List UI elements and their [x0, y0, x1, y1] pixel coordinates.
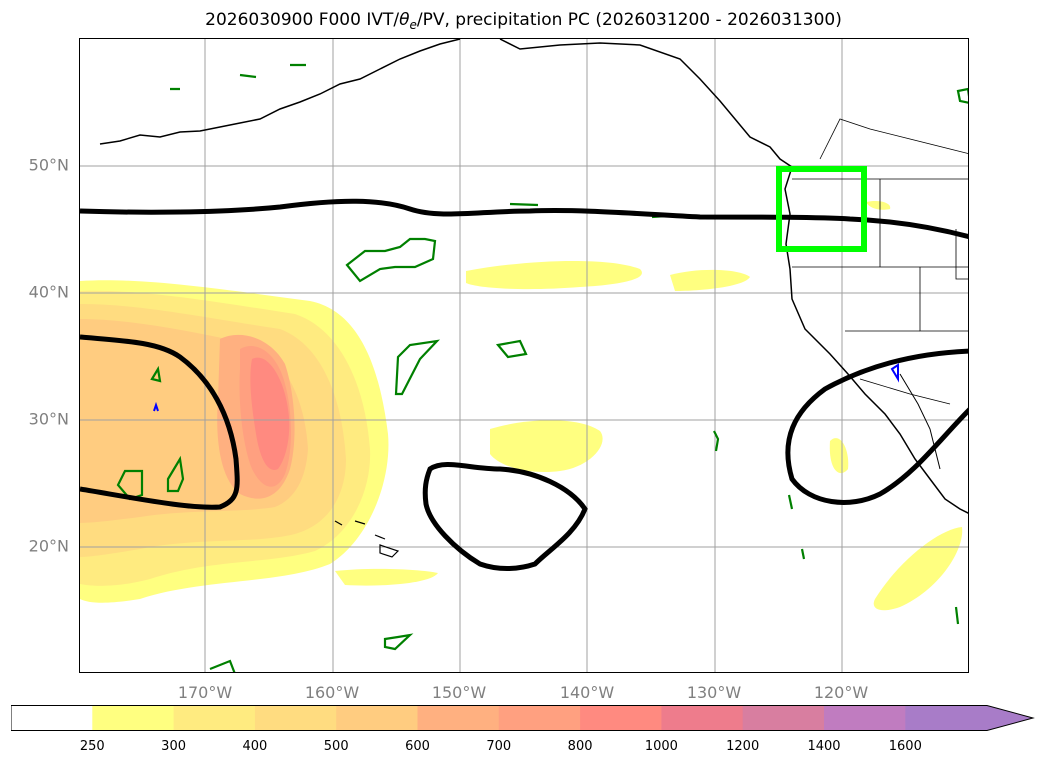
- colorbar-segment: [92, 705, 175, 731]
- colorbar-segment: [11, 705, 93, 731]
- lon-label-170w: 170°W: [177, 683, 233, 702]
- lon-label-160w: 160°W: [304, 683, 360, 702]
- map-panel: [79, 38, 969, 673]
- colorbar-tick-label: 1200: [726, 739, 760, 754]
- colorbar-segment: [580, 705, 662, 731]
- colorbar-tick-label: 1000: [644, 739, 678, 754]
- colorbar-segment: [661, 705, 744, 731]
- colorbar-segment: [905, 705, 1033, 731]
- lon-label-120w: 120°W: [813, 683, 869, 702]
- lon-label-130w: 130°W: [686, 683, 742, 702]
- colorbar-segment: [173, 705, 256, 731]
- colorbar-tick-label: 800: [567, 739, 593, 754]
- colorbar-tick-label: 400: [242, 739, 268, 754]
- lat-label-40: 40°N: [28, 282, 69, 302]
- chart-title: 2026030900 F000 IVT/θe/PV, precipitation…: [205, 10, 842, 32]
- lat-label-50: 50°N: [28, 155, 69, 175]
- colorbar-tick-label: 1600: [888, 739, 922, 754]
- colorbar-segment: [417, 705, 500, 731]
- colorbar-segment: [336, 705, 418, 731]
- colorbar-segment: [254, 705, 337, 731]
- colorbar-tick-label: 1400: [807, 739, 841, 754]
- colorbar-tick-label: 300: [161, 739, 187, 754]
- colorbar-segment: [498, 705, 581, 731]
- map-svg: [80, 39, 968, 672]
- colorbar-segment: [824, 705, 906, 731]
- target-box: [776, 166, 867, 252]
- blue-contours: [153, 363, 899, 412]
- coastlines: [99, 39, 968, 558]
- colorbar: [11, 705, 1035, 731]
- lat-label-20: 20°N: [28, 536, 69, 556]
- lon-label-140w: 140°W: [559, 683, 615, 702]
- colorbar-tick-label: 700: [486, 739, 512, 754]
- colorbar-tick-label: 250: [79, 739, 105, 754]
- colorbar-segment: [742, 705, 825, 731]
- pv-contours: [80, 198, 968, 571]
- ivt-shading: [80, 200, 963, 611]
- colorbar-tick-label: 500: [323, 739, 349, 754]
- lon-label-150w: 150°W: [431, 683, 487, 702]
- lat-label-30: 30°N: [28, 409, 69, 429]
- colorbar-tick-label: 600: [405, 739, 430, 754]
